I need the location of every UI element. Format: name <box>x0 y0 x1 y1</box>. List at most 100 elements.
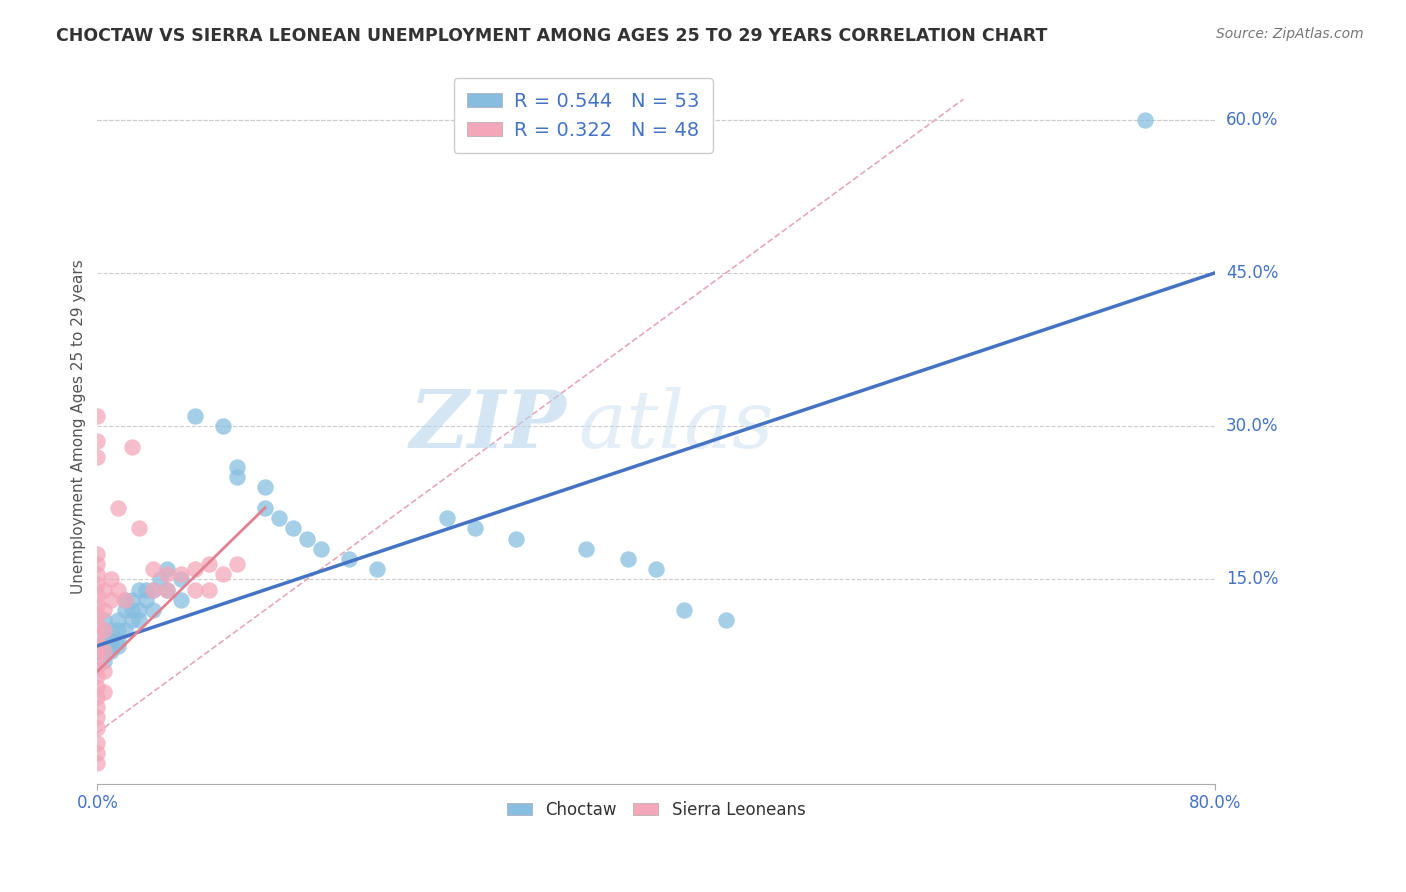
Point <box>86 669 108 683</box>
Point <box>575 541 598 556</box>
Text: atlas: atlas <box>578 387 773 465</box>
Point <box>645 562 668 576</box>
Point <box>86 710 108 724</box>
Point <box>107 582 129 597</box>
Point <box>309 541 332 556</box>
Point <box>156 582 179 597</box>
Point <box>121 603 143 617</box>
Point <box>142 603 165 617</box>
Point <box>100 644 122 658</box>
Point <box>128 521 150 535</box>
Point <box>253 500 276 515</box>
Point <box>86 577 108 591</box>
Point <box>1133 112 1156 127</box>
Point <box>170 573 193 587</box>
Point <box>86 557 108 571</box>
Point <box>135 582 157 597</box>
Point <box>86 746 108 760</box>
Point <box>226 470 249 484</box>
Point <box>86 450 108 464</box>
Point <box>149 573 172 587</box>
Point <box>86 567 108 582</box>
Point <box>156 567 179 582</box>
Point <box>114 624 136 638</box>
Point <box>107 639 129 653</box>
Point <box>107 500 129 515</box>
Point <box>114 592 136 607</box>
Text: 15.0%: 15.0% <box>1226 570 1278 589</box>
Point <box>93 644 115 658</box>
Text: 45.0%: 45.0% <box>1226 264 1278 282</box>
Point <box>281 521 304 535</box>
Point <box>128 613 150 627</box>
Point <box>184 409 207 423</box>
Point <box>86 659 108 673</box>
Point <box>121 440 143 454</box>
Text: CHOCTAW VS SIERRA LEONEAN UNEMPLOYMENT AMONG AGES 25 TO 29 YEARS CORRELATION CHA: CHOCTAW VS SIERRA LEONEAN UNEMPLOYMENT A… <box>56 27 1047 45</box>
Point <box>505 532 527 546</box>
Point <box>86 547 108 561</box>
Point <box>212 419 235 434</box>
Point <box>100 633 122 648</box>
Point <box>295 532 318 546</box>
Point <box>86 690 108 704</box>
Point <box>156 562 179 576</box>
Point <box>142 582 165 597</box>
Point <box>135 592 157 607</box>
Point <box>93 685 115 699</box>
Point <box>93 644 115 658</box>
Point <box>86 629 108 643</box>
Point <box>114 592 136 607</box>
Point <box>212 567 235 582</box>
Point <box>93 633 115 648</box>
Point <box>86 648 108 663</box>
Point <box>226 557 249 571</box>
Point <box>86 639 108 653</box>
Point <box>267 511 290 525</box>
Point <box>86 618 108 632</box>
Text: 30.0%: 30.0% <box>1226 417 1278 435</box>
Point <box>86 680 108 694</box>
Point <box>156 582 179 597</box>
Point <box>107 613 129 627</box>
Point <box>114 603 136 617</box>
Point <box>128 603 150 617</box>
Point <box>714 613 737 627</box>
Point <box>86 736 108 750</box>
Point <box>673 603 696 617</box>
Point <box>366 562 388 576</box>
Point <box>100 639 122 653</box>
Point <box>86 588 108 602</box>
Point <box>86 700 108 714</box>
Text: ZIP: ZIP <box>411 387 567 465</box>
Point <box>464 521 486 535</box>
Text: 60.0%: 60.0% <box>1226 111 1278 128</box>
Point <box>86 608 108 623</box>
Point <box>121 613 143 627</box>
Point <box>198 557 221 571</box>
Point <box>184 562 207 576</box>
Point <box>86 721 108 735</box>
Point <box>198 582 221 597</box>
Point <box>226 460 249 475</box>
Point <box>142 582 165 597</box>
Point <box>617 552 640 566</box>
Point <box>107 633 129 648</box>
Point <box>142 562 165 576</box>
Point <box>128 582 150 597</box>
Point <box>170 567 193 582</box>
Point <box>121 592 143 607</box>
Point <box>86 756 108 771</box>
Point <box>337 552 360 566</box>
Point <box>253 480 276 494</box>
Point <box>86 598 108 612</box>
Point <box>100 624 122 638</box>
Point <box>184 582 207 597</box>
Point <box>86 409 108 423</box>
Legend: Choctaw, Sierra Leoneans: Choctaw, Sierra Leoneans <box>501 794 813 825</box>
Text: Source: ZipAtlas.com: Source: ZipAtlas.com <box>1216 27 1364 41</box>
Point <box>93 603 115 617</box>
Point <box>86 434 108 449</box>
Point <box>107 624 129 638</box>
Point <box>170 592 193 607</box>
